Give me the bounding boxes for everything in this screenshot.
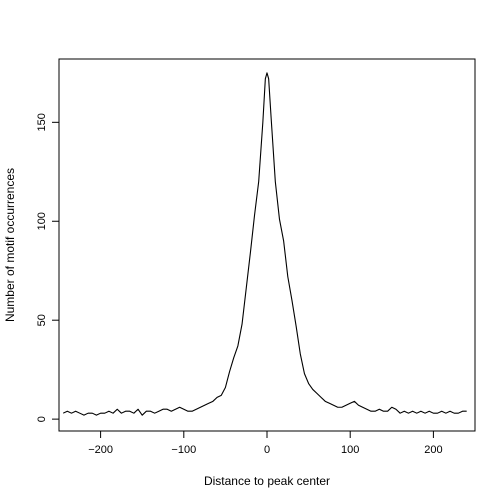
x-tick-label: 100	[341, 444, 359, 456]
x-axis-label: Distance to peak center	[204, 474, 330, 488]
x-tick-label: 0	[264, 444, 270, 456]
series-line	[62, 72, 467, 416]
x-tick-label: −100	[171, 444, 196, 456]
y-axis: 0 50 100 150	[36, 113, 60, 422]
y-tick-label: 100	[36, 212, 48, 230]
y-axis-label: Number of motif occurrences	[3, 168, 17, 322]
y-tick-label: 0	[36, 416, 48, 422]
x-axis: −200 −100 0 100 200	[88, 430, 443, 456]
x-tick-label: −200	[88, 444, 113, 456]
x-tick-label: 200	[424, 444, 442, 456]
y-tick-label: 150	[36, 113, 48, 131]
y-tick-label: 50	[36, 314, 48, 326]
plot-frame	[58, 58, 476, 432]
